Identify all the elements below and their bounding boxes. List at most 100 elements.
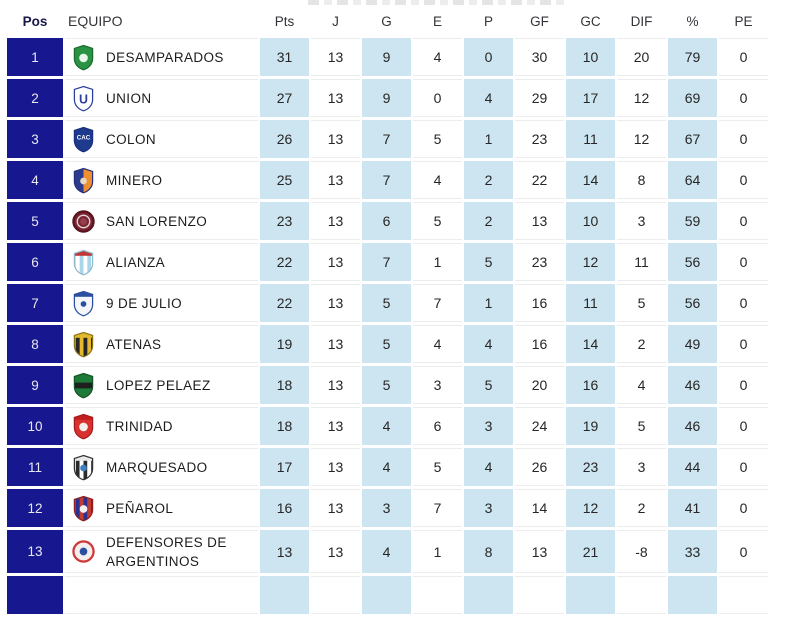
header-gf: GF — [515, 7, 564, 35]
stat-cell-j: 13 — [311, 243, 360, 281]
stat-cell-g: 9 — [362, 38, 411, 76]
svg-text:U: U — [79, 92, 88, 106]
stat-cell-pct: 44 — [668, 448, 717, 486]
stat-cell-e: 0 — [413, 79, 462, 117]
team-cell[interactable]: MINERO — [65, 161, 258, 199]
stat-cell-e: 4 — [413, 161, 462, 199]
stat-cell-g: 5 — [362, 366, 411, 404]
stat-cell-pe: 0 — [719, 79, 768, 117]
stat-cell-e: 7 — [413, 489, 462, 527]
stat-cell-pct: 56 — [668, 243, 717, 281]
stat-cell-pts: 31 — [260, 38, 309, 76]
team-name: DEFENSORES DE ARGENTINOS — [106, 534, 227, 569]
position-number: 8 — [31, 336, 39, 352]
stat-cell-p: 5 — [464, 243, 513, 281]
stat-cell-pct: 79 — [668, 38, 717, 76]
stat-cell-pct: 59 — [668, 202, 717, 240]
table-header-row: Pos EQUIPO Pts J G E P GF GC DIF % PE — [7, 7, 768, 35]
stat-cell-pts: 27 — [260, 79, 309, 117]
team-cell[interactable]: CAC COLON — [65, 120, 258, 158]
position-number: 6 — [31, 254, 39, 270]
stat-cell-gf: 13 — [515, 202, 564, 240]
stat-cell-j: 13 — [311, 161, 360, 199]
team-logo — [72, 249, 95, 276]
stat-cell-gf: 14 — [515, 489, 564, 527]
stat-cell-gc: 11 — [566, 284, 615, 322]
stat-cell-dif: 11 — [617, 243, 666, 281]
stat-cell-dif: 5 — [617, 407, 666, 445]
team-cell[interactable]: SAN LORENZO — [65, 202, 258, 240]
standings-table: Pos EQUIPO Pts J G E P GF GC DIF % PE 1 … — [7, 7, 768, 617]
stat-cell-e: 6 — [413, 407, 462, 445]
stat-cell-pe: 0 — [719, 407, 768, 445]
stat-cell-p: 1 — [464, 284, 513, 322]
stat-cell-dif: 12 — [617, 120, 666, 158]
stat-cell-g: 9 — [362, 79, 411, 117]
stat-cell-j: 13 — [311, 202, 360, 240]
stat-cell-dif: -8 — [617, 530, 666, 573]
stat-cell-gf: 23 — [515, 120, 564, 158]
table-row-partial — [7, 576, 768, 614]
stat-cell-dif: 2 — [617, 325, 666, 363]
stat-cell-pts: 26 — [260, 120, 309, 158]
table-row: 8 ATENAS 19 13 5 4 4 16 14 2 49 0 — [7, 325, 768, 363]
stat-cell-pts: 22 — [260, 243, 309, 281]
team-logo — [72, 290, 95, 317]
stat-cell-g: 7 — [362, 120, 411, 158]
position-cell: 4 — [7, 161, 63, 199]
stat-cell-j: 13 — [311, 284, 360, 322]
header-p: P — [464, 7, 513, 35]
team-cell[interactable]: DESAMPARADOS — [65, 38, 258, 76]
stat-cell-pts: 18 — [260, 366, 309, 404]
team-name: ATENAS — [106, 336, 162, 352]
team-cell[interactable]: 9 DE JULIO — [65, 284, 258, 322]
position-cell: 5 — [7, 202, 63, 240]
stat-cell-gc: 10 — [566, 202, 615, 240]
stat-cell-e: 1 — [413, 243, 462, 281]
stat-cell-p: 4 — [464, 79, 513, 117]
stat-cell-e: 5 — [413, 120, 462, 158]
stat-cell-gc — [566, 576, 615, 614]
team-logo — [72, 582, 95, 609]
header-pct: % — [668, 7, 717, 35]
team-cell[interactable]: PEÑAROL — [65, 489, 258, 527]
team-cell[interactable]: ATENAS — [65, 325, 258, 363]
team-cell[interactable]: LOPEZ PELAEZ — [65, 366, 258, 404]
team-cell[interactable]: ALIANZA — [65, 243, 258, 281]
position-cell: 8 — [7, 325, 63, 363]
table-row: 4 MINERO 25 13 7 4 2 22 14 8 64 0 — [7, 161, 768, 199]
stat-cell-dif: 8 — [617, 161, 666, 199]
team-cell[interactable]: U UNION — [65, 79, 258, 117]
stat-cell-dif — [617, 576, 666, 614]
stat-cell-pe: 0 — [719, 38, 768, 76]
team-logo — [72, 167, 95, 194]
header-pe: PE — [719, 7, 768, 35]
stat-cell-pts: 25 — [260, 161, 309, 199]
table-row: 7 9 DE JULIO 22 13 5 7 1 16 11 5 56 0 — [7, 284, 768, 322]
stat-cell-e: 3 — [413, 366, 462, 404]
stat-cell-pct: 64 — [668, 161, 717, 199]
team-name: UNION — [106, 90, 152, 106]
stat-cell-p — [464, 576, 513, 614]
team-cell[interactable] — [65, 576, 258, 614]
stat-cell-gf — [515, 576, 564, 614]
header-dif: DIF — [617, 7, 666, 35]
header-g: G — [362, 7, 411, 35]
team-cell[interactable]: TRINIDAD — [65, 407, 258, 445]
stat-cell-j: 13 — [311, 325, 360, 363]
team-name: MARQUESADO — [106, 459, 208, 475]
header-equipo: EQUIPO — [65, 7, 258, 35]
stat-cell-e: 1 — [413, 530, 462, 573]
team-name: COLON — [106, 131, 157, 147]
stat-cell-gc: 10 — [566, 38, 615, 76]
position-number: 13 — [27, 544, 43, 559]
stat-cell-pe: 0 — [719, 448, 768, 486]
stat-cell-dif: 5 — [617, 284, 666, 322]
stat-cell-pts: 16 — [260, 489, 309, 527]
stat-cell-j: 13 — [311, 38, 360, 76]
team-cell[interactable]: MARQUESADO — [65, 448, 258, 486]
team-cell[interactable]: DEFENSORES DE ARGENTINOS — [65, 530, 258, 573]
position-number: 7 — [31, 295, 39, 311]
stat-cell-g: 5 — [362, 284, 411, 322]
header-gc: GC — [566, 7, 615, 35]
